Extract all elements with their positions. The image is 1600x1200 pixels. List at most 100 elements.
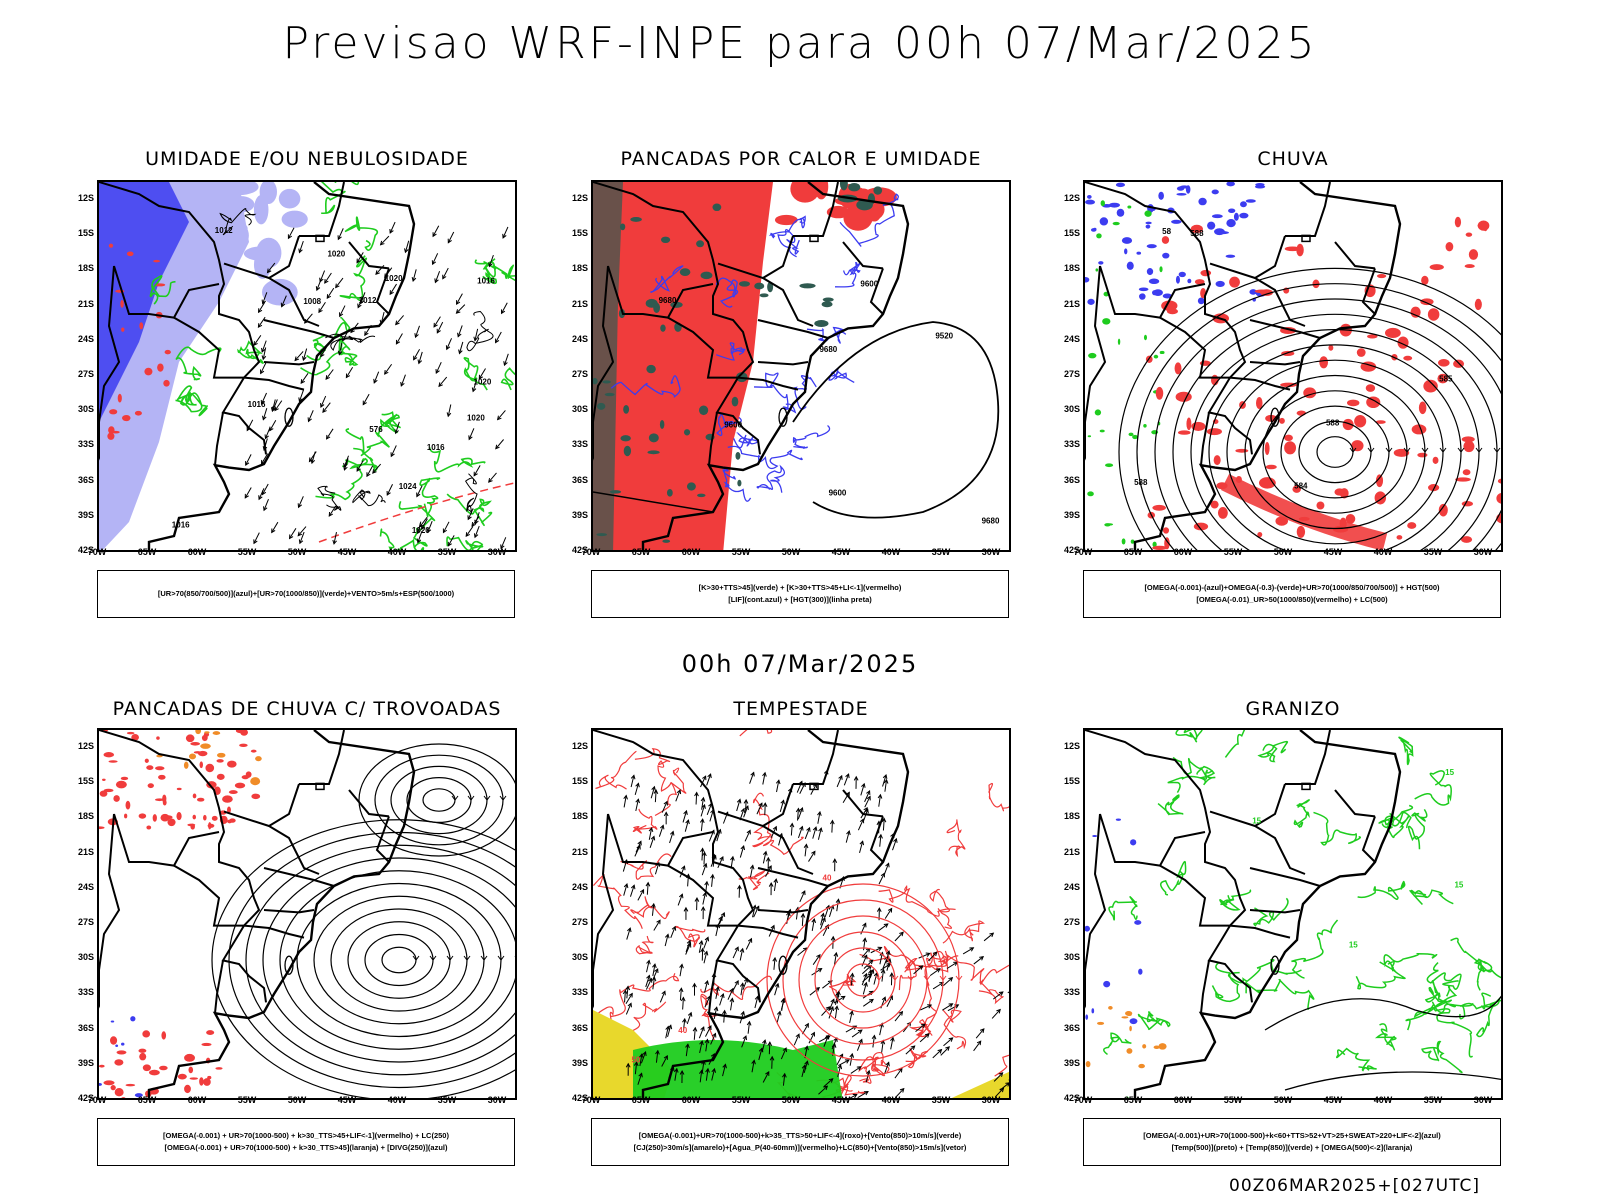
legend-pancadas-calor: [K>30+TTS>45](verde) + [K>30+TTS>45+LI<-… — [591, 570, 1009, 618]
contour-label: 1016 — [427, 443, 445, 452]
contour-label: 9600 — [724, 420, 742, 429]
panel-title-trovoadas: PANCADAS DE CHUVA C/ TROVOADAS — [112, 698, 502, 720]
main-title: Previsao WRF-INPE para 00h 07/Mar/2025 — [282, 18, 1318, 69]
lat-label: 42S — [571, 545, 588, 555]
lat-label: 33S — [571, 439, 588, 450]
lon-label: 60W — [681, 1095, 701, 1105]
contour-label: 1020 — [467, 413, 485, 422]
lon-label: 30W — [1473, 1095, 1493, 1105]
legend-umidade: [UR>70(850/700/500)](azul)+[UR>70(1000/8… — [97, 570, 515, 618]
lat-label: 18S — [77, 811, 94, 822]
lat-label: 33S — [77, 439, 94, 450]
lon-label: 70W — [87, 547, 107, 557]
legend-line: [OMEGA(-0.001)+UR>70(1000-500)+k>35_TTS>… — [638, 1131, 962, 1140]
lat-label: 15S — [1063, 776, 1080, 787]
lat-label: 30S — [571, 404, 588, 415]
contour-label: 1012 — [359, 296, 377, 305]
legend-chuva: [OMEGA(-0.001)-(azul)+OMEGA(-0.3)-(verde… — [1083, 570, 1501, 618]
map-graphic: 9600 9600 9680 9680 9520 9600 9680 — [593, 182, 1000, 550]
lon-label: 40W — [387, 1095, 407, 1105]
lat-label: 21S — [77, 298, 94, 309]
lat-label: 12S — [571, 741, 588, 751]
contour-label: 1016 — [172, 521, 190, 530]
lon-label: 30W — [1473, 547, 1493, 557]
lat-label: 27S — [77, 369, 94, 379]
lon-label: 40W — [881, 1095, 901, 1105]
contour-label: 9600 — [829, 489, 847, 498]
lat-label: 30S — [77, 404, 94, 415]
contour-label: 584 — [1294, 481, 1308, 490]
lat-label: 39S — [1063, 1057, 1080, 1068]
lon-label: 45W — [337, 547, 357, 557]
legend-line: [OMEGA(-0.001) + UR>70(1000-500) + k>30_… — [164, 1143, 448, 1152]
lat-label: 12S — [77, 741, 94, 751]
legend-tempestade: [OMEGA(-0.001)+UR>70(1000-500)+k>35_TTS>… — [591, 1118, 1009, 1166]
lat-label: 12S — [1063, 193, 1080, 203]
legend-line: [OMEGA(-0.001) + UR>70(1000-500) + k>30_… — [163, 1131, 449, 1140]
legend-line: [OMEGA(-0.001)+UR>70(1000-500)+k<60+TTS>… — [1143, 1131, 1441, 1140]
contour-label: 9680 — [819, 345, 837, 354]
lon-label: 35W — [437, 1095, 457, 1105]
lat-label: 18S — [571, 263, 588, 274]
lon-label: 55W — [237, 547, 257, 557]
lat-label: 27S — [77, 917, 94, 927]
map-graphic: 1016 1016 1012 1020 1020 1016 1020 1020 1016 1020… — [99, 182, 515, 550]
lon-label: 50W — [781, 547, 801, 557]
contour-label: 40 — [823, 873, 832, 882]
lon-label: 45W — [831, 547, 851, 557]
lon-label: 40W — [1373, 1095, 1393, 1105]
contour-label: 576 — [369, 425, 383, 434]
lon-label: 40W — [1373, 547, 1393, 557]
lat-label: 15S — [571, 776, 588, 787]
lat-label: 42S — [77, 1093, 94, 1103]
lat-label: 27S — [571, 917, 588, 927]
lat-label: 12S — [571, 193, 588, 203]
lon-label: 30W — [981, 1095, 1001, 1105]
lat-label: 42S — [1063, 545, 1080, 555]
contour-label: 1016 — [477, 276, 495, 285]
lat-label: 15S — [77, 776, 94, 787]
panel-title-chuva: CHUVA — [1257, 148, 1329, 170]
lat-label: 21S — [571, 846, 588, 857]
lat-label: 30S — [1063, 404, 1080, 415]
lat-label: 36S — [1063, 1022, 1080, 1033]
lat-label: 42S — [571, 1093, 588, 1103]
lon-label: 65W — [137, 1095, 157, 1105]
lon-label: 50W — [781, 1095, 801, 1105]
map-umidade: 1016 1016 1012 1020 1020 1016 1020 1020 1016 1020… — [97, 180, 517, 552]
lat-label: 30S — [571, 952, 588, 963]
lat-label: 18S — [571, 811, 588, 822]
lat-label: 21S — [1063, 846, 1080, 857]
lon-label: 70W — [581, 547, 601, 557]
lon-label: 50W — [287, 1095, 307, 1105]
contour-label: 1020 — [327, 250, 345, 259]
contour-label: 1020 — [412, 526, 430, 535]
lon-label: 65W — [137, 547, 157, 557]
map-graphic: 15 15 15 15 — [1085, 730, 1501, 1098]
lat-label: 21S — [77, 846, 94, 857]
lon-label: 35W — [931, 1095, 951, 1105]
lat-label: 36S — [1063, 474, 1080, 485]
lat-label: 18S — [1063, 263, 1080, 274]
lat-label: 27S — [1063, 917, 1080, 927]
lon-label: 70W — [1073, 547, 1093, 557]
panel-title-granizo: GRANIZO — [1245, 698, 1341, 720]
lat-label: 18S — [1063, 811, 1080, 822]
contour-label: 1020 — [385, 274, 403, 283]
lon-label: 60W — [1173, 547, 1193, 557]
legend-trovoadas: [OMEGA(-0.001) + UR>70(1000-500) + k>30_… — [97, 1118, 515, 1166]
lat-label: 24S — [1063, 881, 1080, 892]
contour-label: 9680 — [982, 517, 1000, 526]
lon-label: 35W — [1423, 1095, 1443, 1105]
lat-label: 36S — [77, 474, 94, 485]
lon-label: 55W — [237, 1095, 257, 1105]
lon-label: 70W — [581, 1095, 601, 1105]
lat-label: 24S — [571, 333, 588, 344]
lat-label: 24S — [77, 333, 94, 344]
contour-label: 9680 — [659, 296, 677, 305]
lat-label: 12S — [77, 193, 94, 203]
lat-label: 24S — [571, 881, 588, 892]
contour-label: 15 — [1454, 881, 1463, 890]
lat-label: 30S — [77, 952, 94, 963]
lon-label: 50W — [1273, 547, 1293, 557]
